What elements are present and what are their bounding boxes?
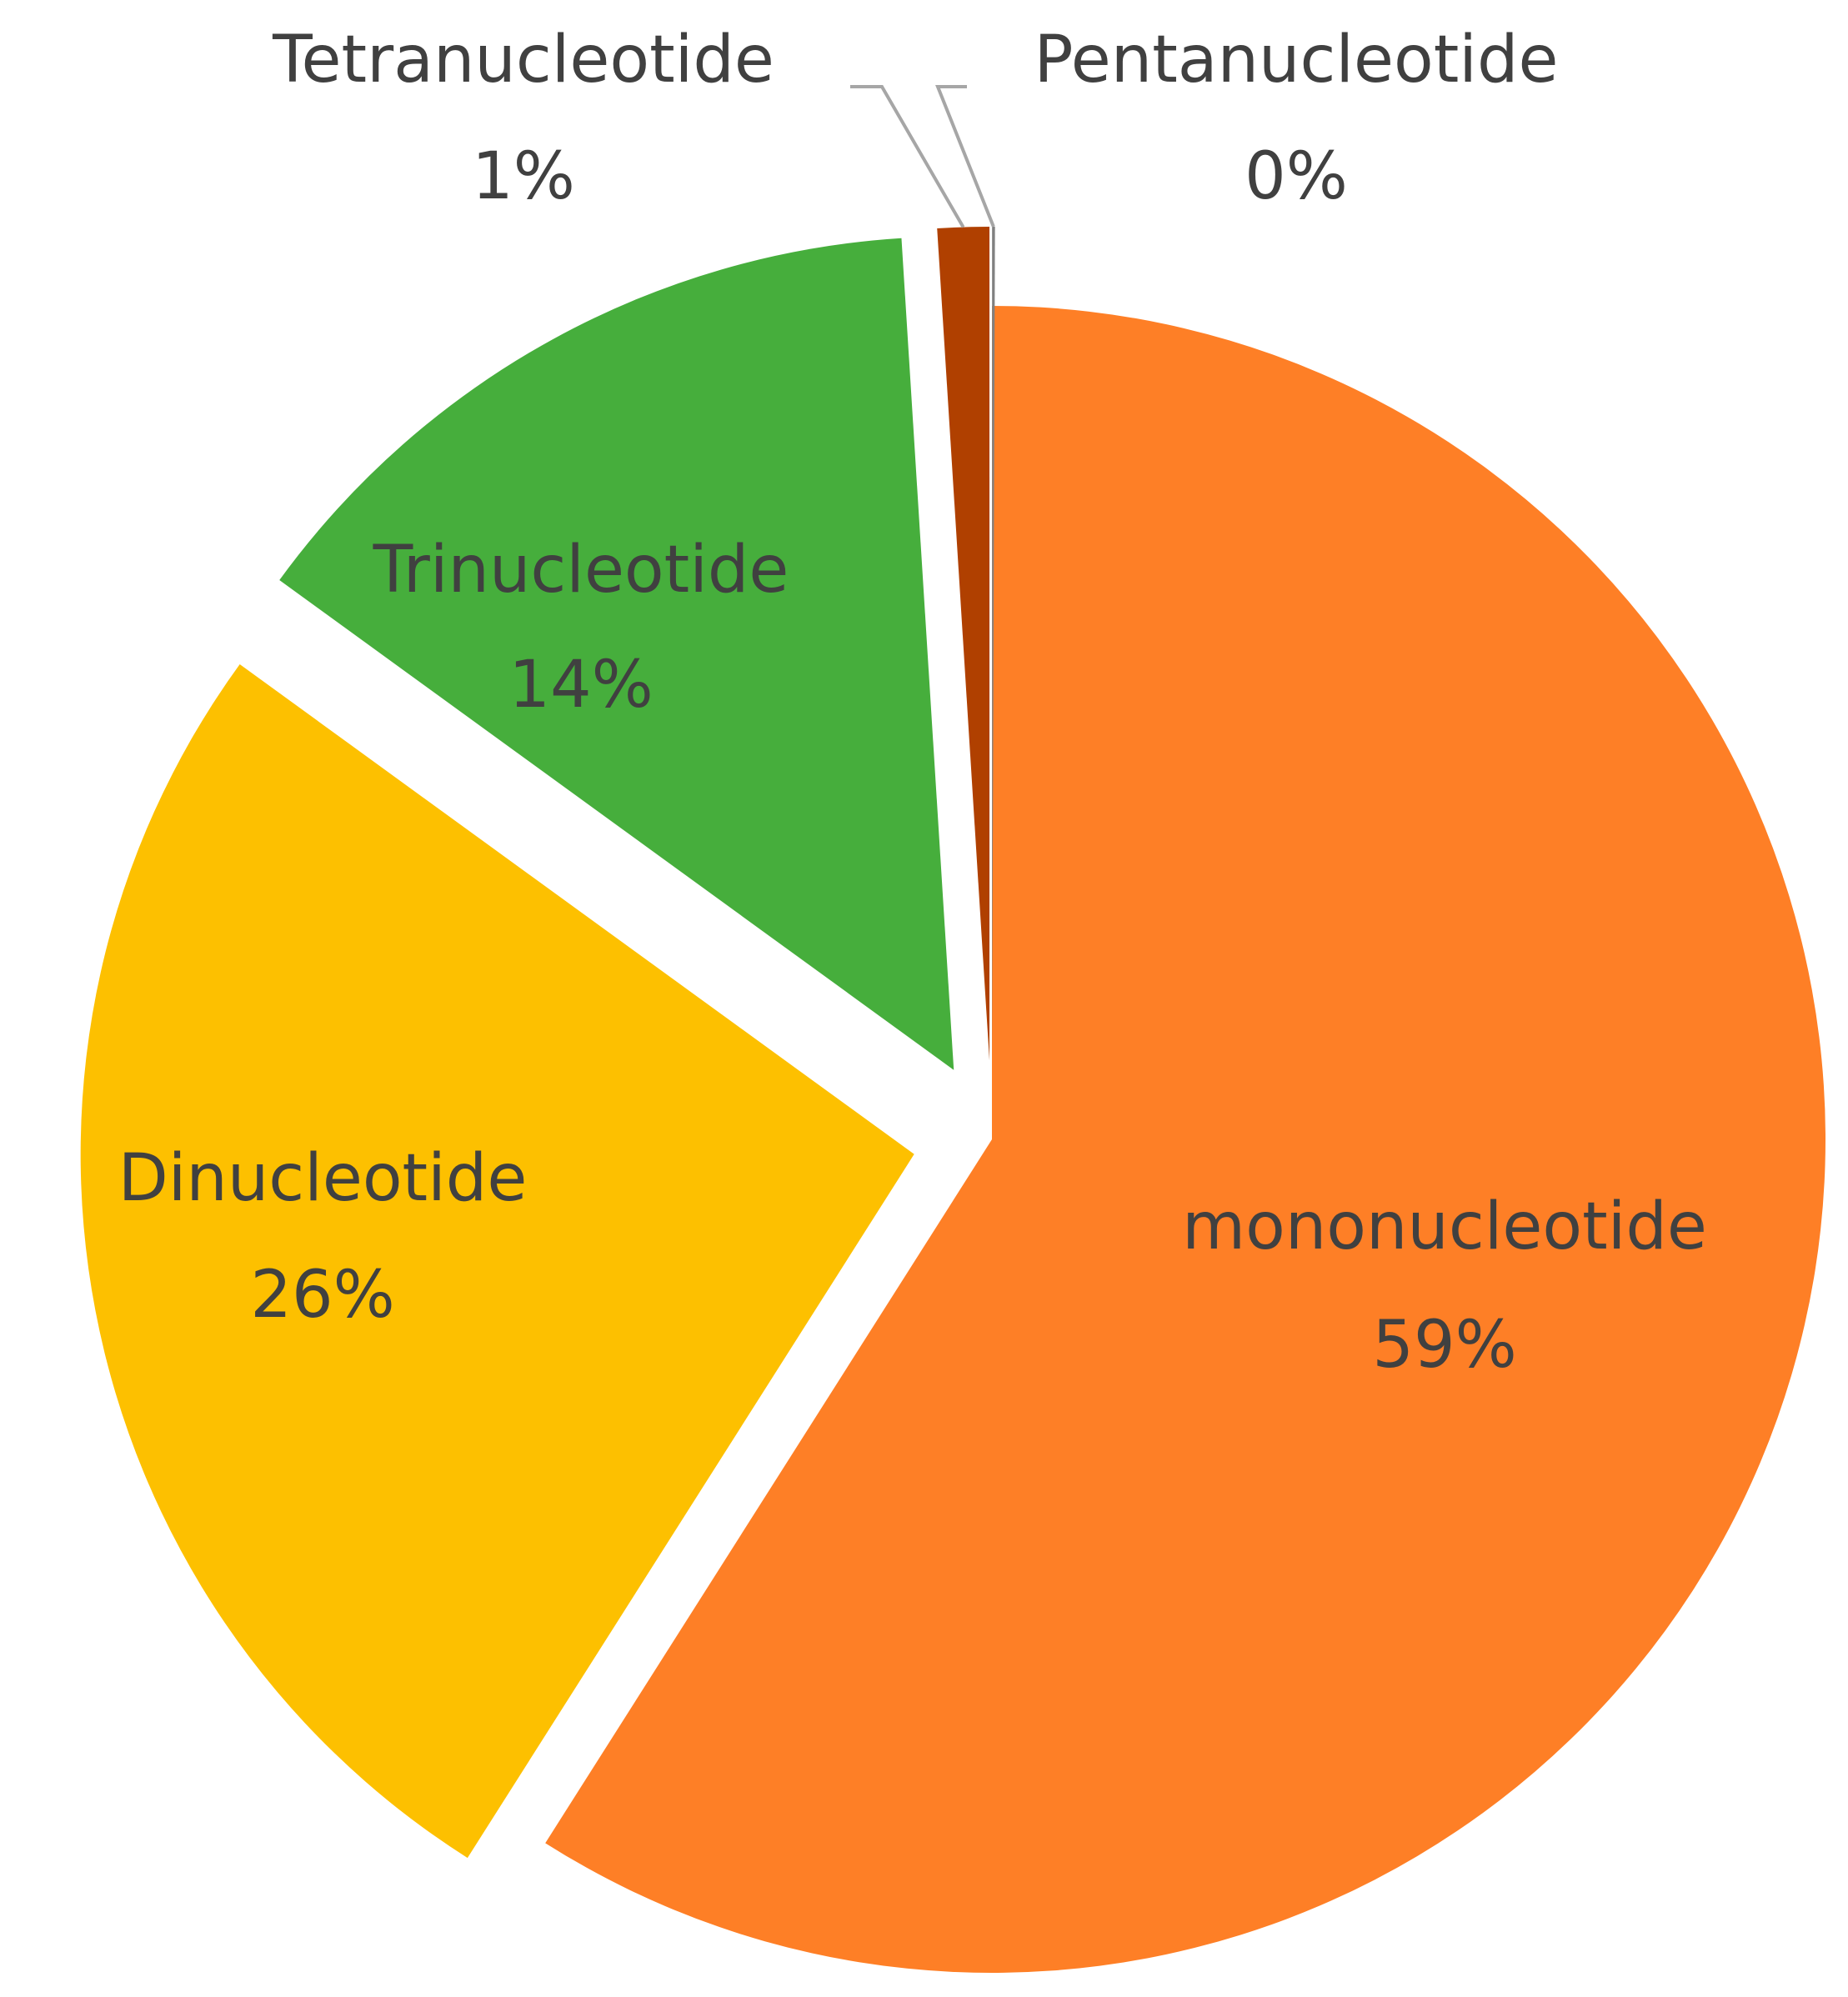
leader-line-tetranucleotide [850, 85, 965, 228]
slice-label-percent-dinucleotide: 26% [250, 1258, 394, 1333]
leader-lines [850, 85, 995, 228]
pie-slice-dinucleotide [80, 664, 914, 1859]
leader-line-pentanucleotide [935, 85, 995, 228]
pie-slice-tetranucleotide [937, 227, 990, 1061]
pie-slice-pentanucleotide [992, 227, 995, 1061]
pie-slice-mononucleotide [545, 306, 1825, 1973]
slice-label-percent-tetranucleotide: 1% [472, 139, 575, 214]
slice-label-percent-mononucleotide: 59% [1372, 1308, 1516, 1383]
slice-label-percent-pentanucleotide: 0% [1245, 139, 1348, 214]
pie-slices [80, 227, 1825, 1973]
slice-label-name-dinucleotide: Dinucleotide [118, 1141, 528, 1216]
slice-label-name-mononucleotide: mononucleotide [1182, 1189, 1707, 1264]
slice-label-name-tetranucleotide: Tetranucleotide [272, 23, 774, 98]
slice-label-percent-trinucleotide: 14% [508, 648, 653, 723]
slice-label-name-trinucleotide: Trinucleotide [373, 533, 789, 608]
slice-label-name-pentanucleotide: Pentanucleotide [1034, 23, 1559, 98]
pie-slice-trinucleotide [279, 238, 954, 1070]
